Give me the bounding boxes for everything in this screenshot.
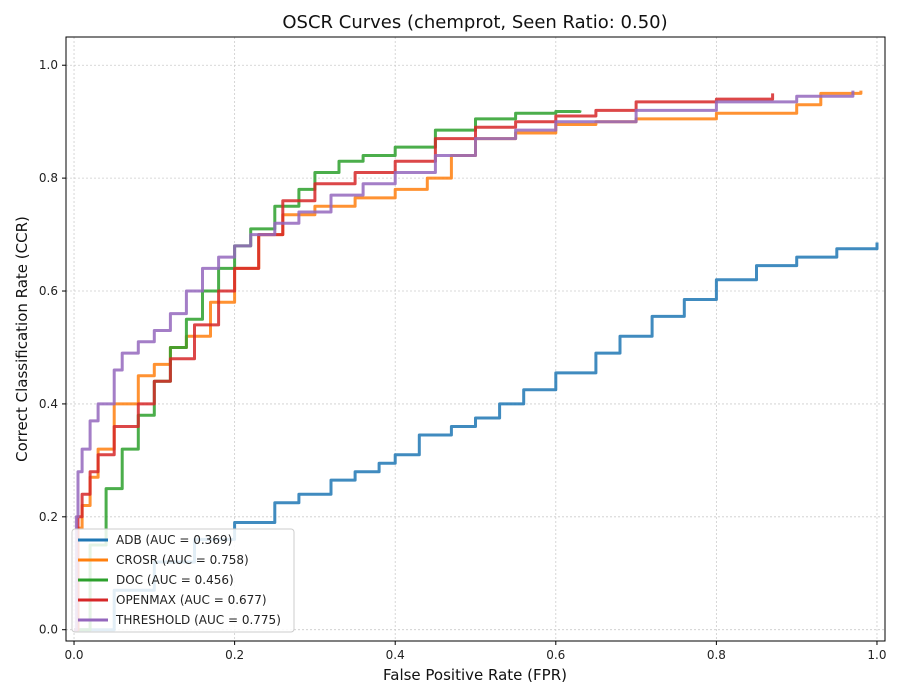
x-tick-label: 0.2 bbox=[225, 648, 244, 662]
x-tick-label: 0.0 bbox=[64, 648, 83, 662]
legend-label-0: ADB (AUC = 0.369) bbox=[116, 533, 232, 547]
y-tick-label: 1.0 bbox=[39, 58, 58, 72]
chart-title: OSCR Curves (chemprot, Seen Ratio: 0.50) bbox=[282, 12, 667, 33]
legend-box bbox=[71, 528, 295, 633]
series-line-4 bbox=[74, 90, 855, 632]
legend-label-2: DOC (AUC = 0.456) bbox=[116, 573, 234, 587]
legend-label-1: CROSR (AUC = 0.758) bbox=[116, 553, 249, 567]
y-tick-label: 0.2 bbox=[39, 510, 58, 524]
x-tick-label: 0.8 bbox=[707, 648, 726, 662]
series-line-0 bbox=[74, 242, 879, 632]
y-tick-label: 0.0 bbox=[39, 623, 58, 637]
series-line-2 bbox=[74, 110, 582, 632]
plot-area-frame bbox=[65, 36, 886, 642]
y-tick-label: 0.6 bbox=[39, 284, 58, 298]
legend-label-4: THRESHOLD (AUC = 0.775) bbox=[115, 613, 281, 627]
legend: ADB (AUC = 0.369) CROSR (AUC = 0.758) DOC … bbox=[71, 528, 295, 633]
x-tick-label: 0.6 bbox=[546, 648, 565, 662]
series-lines bbox=[74, 90, 879, 632]
y-tick-label: 0.4 bbox=[39, 397, 58, 411]
x-tick-label: 0.4 bbox=[386, 648, 405, 662]
y-tick-label: 0.8 bbox=[39, 171, 58, 185]
x-tick-label: 1.0 bbox=[867, 648, 886, 662]
y-axis-title: Correct Classification Rate (CCR) bbox=[13, 216, 31, 462]
grid bbox=[66, 37, 885, 641]
axis-ticks: 0.0 0.2 0.4 0.6 0.8 1.0 0.0 0.2 0.4 0.6 0.8 1.0 bbox=[39, 58, 887, 662]
x-axis-title: False Positive Rate (FPR) bbox=[383, 666, 567, 684]
legend-label-3: OPENMAX (AUC = 0.677) bbox=[116, 593, 267, 607]
